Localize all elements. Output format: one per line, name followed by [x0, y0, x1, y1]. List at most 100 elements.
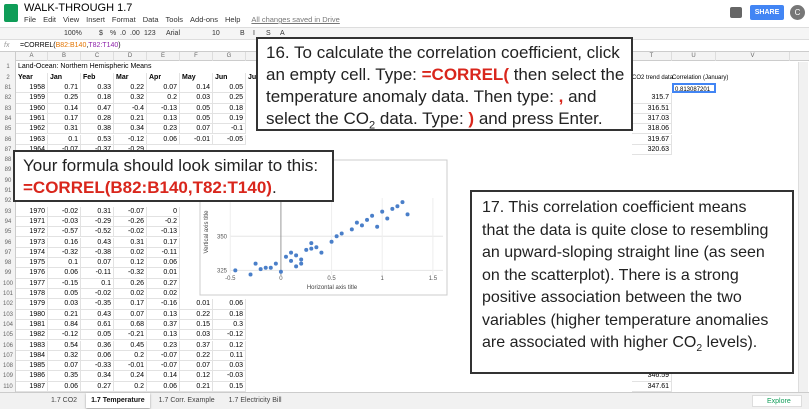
- add-sheet[interactable]: [6, 395, 16, 405]
- menu-item[interactable]: View: [63, 15, 80, 24]
- cell: 0.2: [114, 350, 147, 362]
- row-number: 101: [2, 291, 13, 297]
- column-header: A: [16, 52, 48, 61]
- row-number: 95: [4, 229, 12, 236]
- point: [289, 258, 294, 263]
- toolbar-item[interactable]: %: [110, 30, 117, 37]
- toolbar-item[interactable]: .0: [120, 30, 126, 37]
- header-cell: Jun: [213, 72, 246, 83]
- x-axis-title: Horizontal axis title: [307, 285, 358, 291]
- menu-item[interactable]: Format: [111, 15, 136, 24]
- cell: 1987: [16, 381, 48, 392]
- column-header: V: [716, 52, 790, 61]
- share-button[interactable]: SHARE: [750, 5, 784, 20]
- cell: 0.07: [114, 309, 147, 320]
- callout-text: 2: [696, 343, 703, 355]
- cell: 0.06: [147, 381, 180, 392]
- cell: 0.54: [48, 340, 81, 351]
- toolbar-item[interactable]: 123: [144, 30, 156, 37]
- callout-text: then select the: [508, 65, 625, 84]
- sheet-tab[interactable]: 1.7 Corr. Example: [158, 397, 215, 404]
- cell: 1982: [16, 330, 48, 341]
- comments-button[interactable]: [730, 7, 742, 18]
- callout-text: 17. This correlation coefficient means: [482, 199, 747, 216]
- menu-item[interactable]: Help: [224, 15, 241, 24]
- row-header-bar: [0, 52, 16, 402]
- cell: 0.12: [213, 340, 246, 351]
- toolbar-item[interactable]: I: [253, 30, 255, 37]
- menu-item[interactable]: Edit: [43, 15, 57, 24]
- cell: 1970: [16, 206, 48, 217]
- cell: 0.17: [48, 113, 81, 125]
- cell: 0.38: [81, 124, 114, 135]
- cell: -0.12: [213, 330, 246, 341]
- point: [314, 245, 319, 250]
- point: [299, 261, 304, 266]
- cell: -0.02: [114, 227, 147, 238]
- cell: 0.05: [180, 113, 213, 125]
- toolbar-item[interactable]: A: [280, 30, 285, 37]
- menu-item[interactable]: Insert: [86, 15, 105, 24]
- row-number: 98: [4, 260, 12, 267]
- explore-button[interactable]: Explore: [752, 395, 802, 407]
- menu-item[interactable]: Data: [142, 15, 159, 24]
- row-number: 102: [2, 301, 13, 308]
- cell: -0.02: [48, 206, 81, 217]
- cell: 0.2: [114, 381, 147, 392]
- selected-cell[interactable]: 0.813087201: [672, 82, 716, 93]
- cell: 0.14: [180, 83, 213, 94]
- cell: 1973: [16, 237, 48, 248]
- x-tick-label: 1.5: [429, 276, 438, 282]
- callout-text: and press Enter.: [474, 109, 603, 128]
- row-number: 85: [4, 126, 12, 133]
- row-number: 86: [4, 136, 12, 143]
- column-header: T: [632, 52, 672, 61]
- toolbar-item[interactable]: S: [266, 30, 271, 37]
- formula-segment: ,: [86, 42, 89, 49]
- callout-text: positive association between the two: [482, 289, 742, 306]
- cell: -0.4: [114, 103, 147, 114]
- sheet-tab[interactable]: 1.7 CO2: [51, 397, 78, 404]
- avatar[interactable]: C: [790, 5, 805, 20]
- toolbar-item[interactable]: 100%: [64, 30, 82, 37]
- toolbar-item[interactable]: $: [99, 30, 103, 37]
- point: [289, 250, 294, 255]
- toolbar-item[interactable]: Arial: [166, 30, 181, 37]
- cell: 0.03: [180, 330, 213, 341]
- row-number: 106: [2, 342, 13, 349]
- toolbar-item[interactable]: .00: [130, 30, 140, 37]
- point: [365, 217, 370, 222]
- column-header: F: [180, 52, 213, 61]
- cell: 347.61: [632, 381, 672, 392]
- header-cell: Correlation (January): [672, 74, 729, 81]
- cell: 0.05: [180, 103, 213, 114]
- callout-text: 16. To calculate the correlation coeffic…: [266, 43, 620, 62]
- callout-line: 16. To calculate the correlation coeffic…: [266, 42, 623, 64]
- cell: -0.1: [213, 124, 246, 135]
- toolbar-item[interactable]: 10: [212, 30, 220, 37]
- cell: 0.07: [180, 124, 213, 135]
- cell: 0.32: [48, 350, 81, 362]
- callout-formula: Your formula should look similar to this…: [13, 150, 334, 202]
- point: [339, 231, 344, 236]
- toolbar-item[interactable]: B: [240, 30, 245, 37]
- menu-item[interactable]: Tools: [165, 15, 184, 24]
- cell: 0.53: [81, 134, 114, 145]
- callout-text: on the scatterplot). There is a strong: [482, 266, 739, 284]
- sheet-tab[interactable]: 1.7 Electricity Bill: [228, 397, 282, 404]
- cell: 0: [147, 206, 180, 217]
- menu-item[interactable]: Add-ons: [190, 15, 218, 24]
- cell: 0.02: [147, 289, 180, 300]
- row-number: 88: [4, 157, 12, 164]
- sheet-tab[interactable]: 1.7 Temperature: [86, 393, 150, 408]
- menu-item[interactable]: File: [24, 15, 37, 24]
- cell: 0.11: [213, 350, 246, 362]
- cell: -0.07: [147, 361, 180, 372]
- cell: 1960: [16, 103, 48, 114]
- cell: -0.11: [147, 247, 180, 259]
- point: [319, 250, 324, 255]
- cell: -0.03: [213, 371, 246, 382]
- cell: -0.35: [81, 299, 114, 310]
- cell: 0.47: [81, 103, 114, 114]
